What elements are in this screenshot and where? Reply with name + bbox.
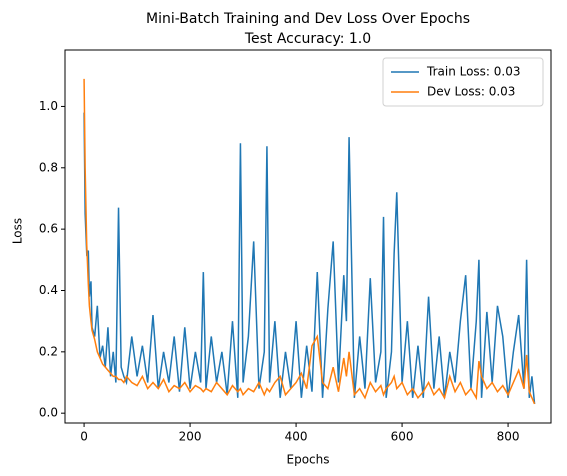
y-tick-label: 0.4 (39, 283, 58, 297)
plot-frame (64, 49, 552, 424)
y-tick-label: 0.8 (39, 160, 58, 174)
y-tick-label: 0.6 (39, 222, 58, 236)
x-tick-label: 800 (497, 430, 520, 444)
chart-title: Mini-Batch Training and Dev Loss Over Ep… (146, 11, 470, 27)
x-tick-label: 200 (179, 430, 202, 444)
line-series (83, 112, 536, 405)
line-series (83, 78, 536, 405)
x-tick-label: 0 (80, 430, 88, 444)
y-tick-label: 1.0 (39, 99, 58, 113)
x-tick-label: 400 (285, 430, 308, 444)
legend-box (382, 57, 544, 107)
x-axis-label: Epochs (287, 453, 330, 467)
x-tick-label: 600 (391, 430, 414, 444)
y-tick-label: 0.2 (39, 344, 58, 358)
legend-label: Dev Loss: 0.03 (427, 85, 515, 99)
y-tick-label: 0.0 (39, 406, 58, 420)
chart-subtitle: Test Accuracy: 1.0 (244, 31, 371, 47)
legend-label: Train Loss: 0.03 (426, 65, 521, 79)
y-axis-label: Loss (11, 218, 25, 244)
